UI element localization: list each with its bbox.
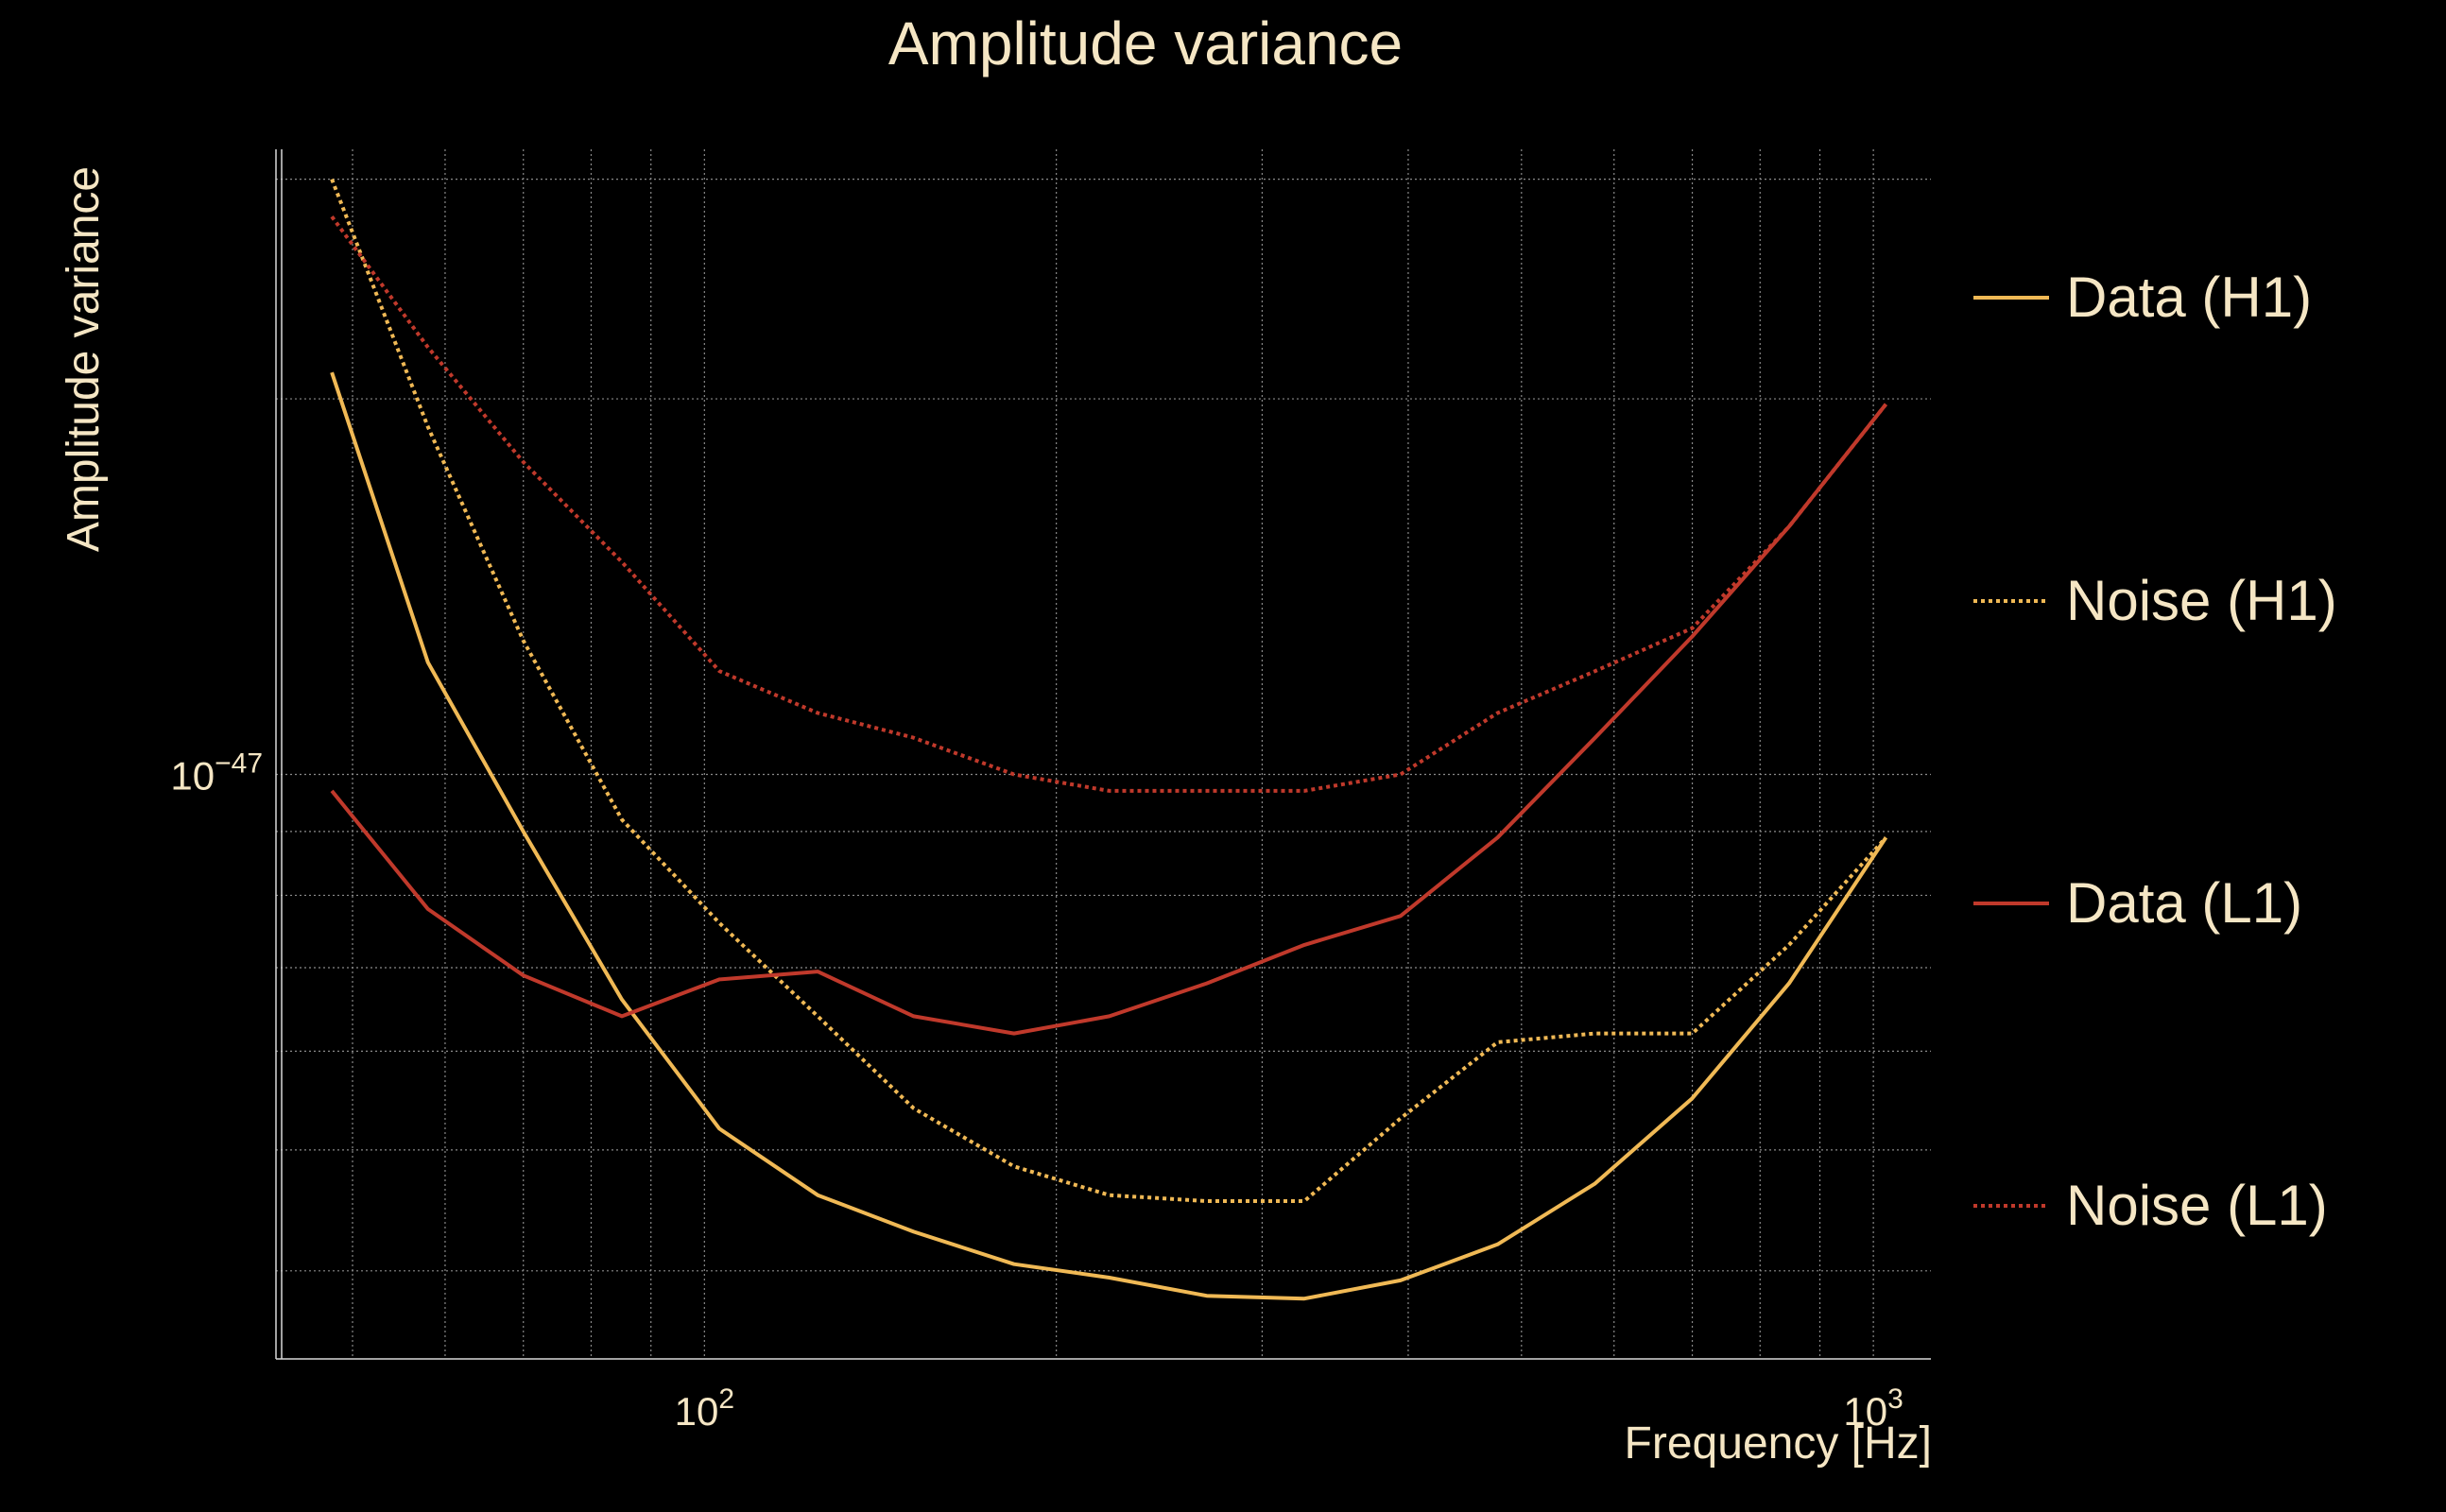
x-axis-label: Frequency [Hz] — [1625, 1418, 1932, 1469]
tick-labels: 102 103 10−47 — [170, 747, 1903, 1434]
series-line-1 — [330, 371, 1888, 1301]
legend-label-4: Noise (L1) — [2066, 1174, 2328, 1237]
series-line-4 — [330, 215, 1887, 793]
x-tick-label: 103 — [1843, 1383, 1903, 1434]
legend: Data (H1) Noise (H1) Data (L1) Noise (L1) — [1973, 266, 2337, 1237]
series-line-2 — [330, 178, 1887, 1203]
chart-title: Amplitude variance — [888, 9, 1403, 77]
series-line-3 — [330, 403, 1887, 1036]
grid-lines — [276, 149, 1931, 1359]
legend-label-3: Data (L1) — [2066, 871, 2302, 935]
series-lines — [330, 178, 1888, 1301]
x-tick-label: 102 — [675, 1383, 734, 1434]
legend-label-2: Noise (H1) — [2066, 569, 2337, 632]
y-tick-label: 10−47 — [170, 747, 263, 798]
y-axis-label: Amplitude variance — [59, 166, 109, 552]
axes — [275, 149, 1931, 1360]
legend-label-1: Data (H1) — [2066, 266, 2312, 329]
